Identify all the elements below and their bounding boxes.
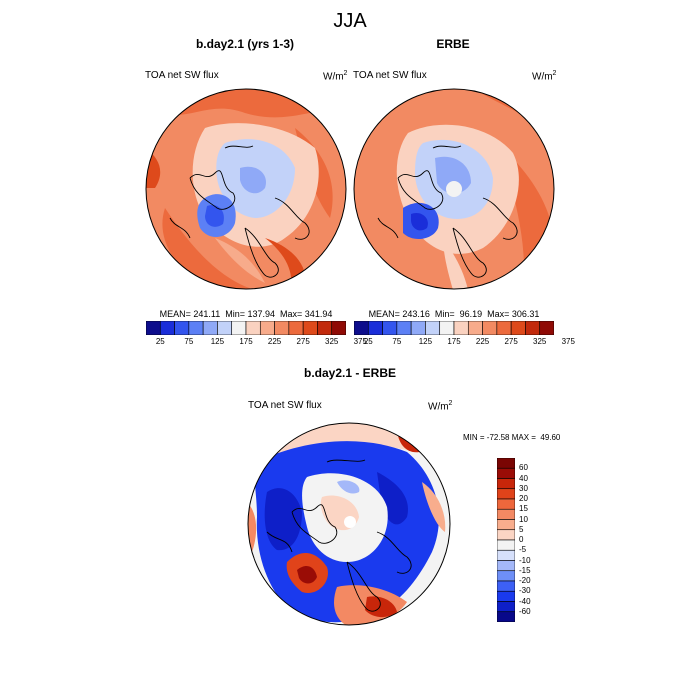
colorbar-ticks-diff: 60 40 30 20 15 10 5 0 -5 -10 -15 -20 -30 -40 -60 (519, 458, 549, 622)
colorbar-diff-swatch (497, 590, 515, 602)
colorbar-diff-tick-label: 30 (519, 483, 528, 493)
colorbar-model-swatch (188, 321, 204, 335)
colorbar-diff-swatch (497, 529, 515, 541)
colorbar-diff-tick-label: 40 (519, 473, 528, 483)
colorbar-obs-swatch (525, 321, 541, 335)
panel-stats-diff: MIN = -72.58 MAX = 49.60 (463, 433, 561, 442)
colorbar-obs-swatch (354, 321, 369, 335)
colorbar-obs-tick-label: 125 (418, 337, 433, 346)
colorbar-diff-tick-label: 0 (519, 535, 524, 544)
colorbar-model-tick-label: 375 (353, 337, 367, 346)
colorbar-model-swatch (245, 321, 261, 335)
colorbar-model-swatch (331, 321, 346, 335)
panel-stats-obs: MEAN= 243.16 Min= 96.19 Max= 306.31 (368, 309, 540, 319)
colorbar-diff-tick-label: 10 (519, 514, 528, 524)
colorbar-obs-tick-label: 25 (363, 337, 373, 346)
colorbar-obs-swatch (439, 321, 455, 335)
panel-variable-model: TOA net SW flux (145, 70, 219, 81)
colorbar-model-swatch (202, 321, 218, 335)
colorbar-model-swatch (231, 321, 247, 335)
colorbar-diff-tick-label: -10 (519, 555, 531, 565)
colorbar-model (146, 321, 346, 335)
colorbar-diff (497, 458, 515, 622)
colorbar-diff-tick-label: 60 (519, 463, 528, 473)
colorbar-obs-swatch (539, 321, 554, 335)
panel-title-diff: b.day2.1 - ERBE (303, 366, 397, 380)
colorbar-diff-swatch (497, 570, 515, 582)
colorbar-model-swatch (159, 321, 175, 335)
panel-units-diff: W/m2 (428, 400, 453, 413)
colorbar-obs-swatch (453, 321, 469, 335)
colorbar-obs-swatch (382, 321, 398, 335)
colorbar-diff-tick-label: -5 (519, 545, 527, 555)
colorbar-obs-swatch (496, 321, 512, 335)
panel-units-model: W/m2 (323, 70, 348, 83)
colorbar-diff-swatch (497, 549, 515, 561)
colorbar-diff-swatch (497, 539, 515, 551)
colorbar-model-tick-label: 225 (267, 337, 282, 346)
colorbar-model-swatch (317, 321, 333, 335)
panel-variable-diff: TOA net SW flux (248, 400, 322, 411)
colorbar-obs-swatch (467, 321, 483, 335)
colorbar-diff-swatch (497, 467, 515, 479)
colorbar-diff-tick-label: -60 (519, 606, 531, 616)
colorbar-model-swatch (259, 321, 275, 335)
colorbar-model-tick-label: 175 (239, 337, 253, 346)
colorbar-obs-tick-label: 375 (561, 337, 575, 346)
colorbar-diff-swatch (497, 458, 515, 469)
colorbar-diff-swatch (497, 519, 515, 531)
colorbar-diff-tick-label: 15 (519, 504, 528, 514)
polar-map-obs (353, 88, 555, 290)
colorbar-model-swatch (302, 321, 318, 335)
colorbar-model-tick-label: 125 (210, 337, 225, 346)
panel-stats-model: MEAN= 241.11 Min= 137.94 Max= 341.94 (159, 309, 333, 319)
colorbar-model-tick-label: 275 (296, 337, 310, 346)
colorbar-obs-swatch (482, 321, 498, 335)
polar-map-diff (247, 422, 451, 626)
colorbar-diff-tick-label: -30 (519, 586, 531, 596)
colorbar-diff-swatch (497, 498, 515, 510)
colorbar-model-swatch (217, 321, 233, 335)
colorbar-model-swatch (274, 321, 290, 335)
colorbar-diff-swatch (497, 508, 515, 520)
page-title: JJA (333, 10, 367, 32)
colorbar-obs-tick-label: 225 (475, 337, 490, 346)
colorbar-model-swatch (146, 321, 161, 335)
panel-title-obs: ERBE (436, 37, 470, 51)
colorbar-model-swatch (288, 321, 304, 335)
colorbar-obs-tick-label: 325 (533, 337, 547, 346)
colorbar-obs-swatch (396, 321, 412, 335)
panel-title-model: b.day2.1 (yrs 1-3) (195, 37, 295, 51)
colorbar-diff-swatch (497, 601, 515, 613)
colorbar-obs-tick-label: 175 (447, 337, 461, 346)
polar-map-model (145, 88, 347, 290)
colorbar-obs-tick-label: 275 (504, 337, 518, 346)
colorbar-obs-swatch (410, 321, 426, 335)
colorbar-diff-swatch (497, 611, 515, 622)
colorbar-obs-swatch (510, 321, 526, 335)
colorbar-diff-tick-label: -15 (519, 565, 531, 575)
colorbar-diff-swatch (497, 560, 515, 572)
colorbar-ticks-model: 25 75 125 175 225 275 325 375 (146, 337, 367, 349)
colorbar-model-tick-label: 325 (325, 337, 339, 346)
panel-variable-obs: TOA net SW flux (353, 70, 427, 81)
colorbar-diff-swatch (497, 580, 515, 592)
colorbar-model-tick-label: 25 (155, 337, 165, 346)
colorbar-diff-tick-label: 5 (519, 524, 524, 534)
colorbar-diff-tick-label: -20 (519, 576, 531, 585)
colorbar-obs-tick-label: 75 (392, 337, 402, 346)
colorbar-obs (354, 321, 554, 335)
colorbar-model-tick-label: 75 (184, 337, 194, 346)
panel-units-obs: W/m2 (532, 70, 557, 83)
colorbar-model-swatch (174, 321, 190, 335)
colorbar-ticks-obs: 25 75 125 175 225 275 325 375 (354, 337, 575, 349)
colorbar-obs-swatch (425, 321, 441, 335)
colorbar-diff-tick-label: 20 (519, 494, 528, 503)
colorbar-diff-swatch (497, 488, 515, 500)
colorbar-diff-tick-label: -40 (519, 596, 531, 606)
colorbar-diff-swatch (497, 478, 515, 490)
colorbar-obs-swatch (367, 321, 383, 335)
